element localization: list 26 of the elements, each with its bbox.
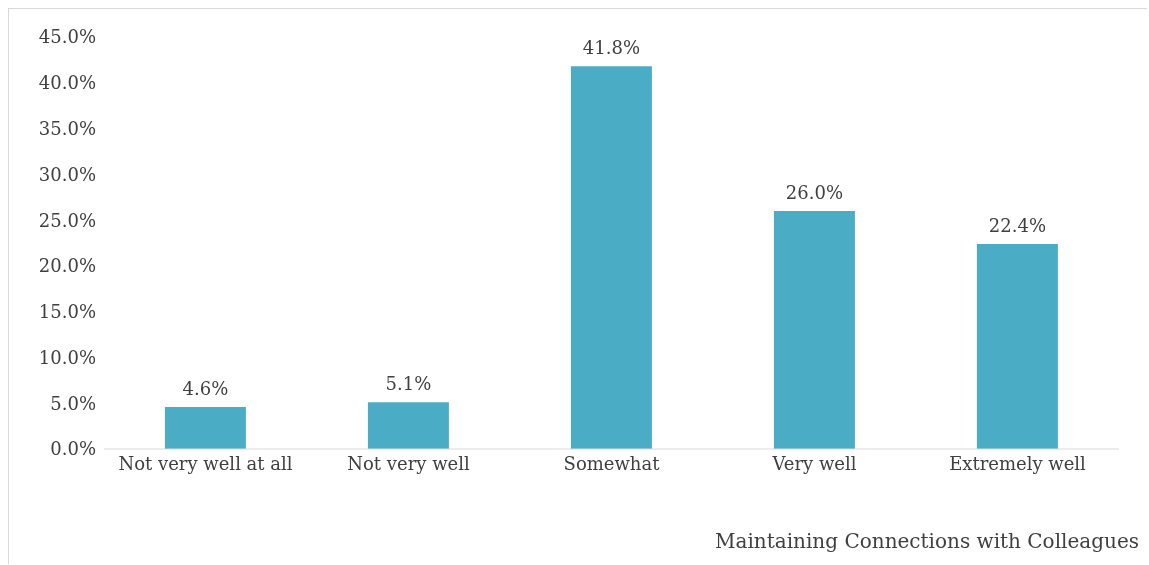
y-tick-label: 0.0% (50, 438, 96, 460)
y-tick-label: 30.0% (38, 163, 96, 185)
x-axis-title: Maintaining Connections with Colleagues (715, 529, 1139, 553)
y-tick-label: 40.0% (38, 72, 96, 94)
x-tick-label: Not very well at all (118, 452, 293, 474)
y-tick-label: 20.0% (38, 255, 96, 277)
x-tick-label: Not very well (347, 452, 470, 474)
data-label: 41.8% (582, 37, 640, 59)
y-tick-label: 25.0% (38, 209, 96, 231)
x-tick-label: Extremely well (949, 452, 1087, 474)
y-tick-label: 15.0% (38, 301, 96, 323)
y-tick-label: 5.0% (50, 392, 96, 414)
y-tick-label: 35.0% (38, 117, 96, 139)
y-tick-label: 10.0% (38, 346, 96, 368)
x-tick-label: Very well (771, 452, 857, 474)
data-label: 22.4% (988, 214, 1046, 236)
x-tick-label: Somewhat (563, 452, 661, 474)
data-label: 26.0% (785, 181, 843, 203)
bar (367, 402, 449, 449)
bar (773, 210, 855, 449)
data-label: 4.6% (182, 377, 229, 399)
bar (570, 66, 652, 449)
bar (164, 406, 246, 449)
bar (976, 243, 1058, 449)
y-tick-label: 45.0% (38, 26, 96, 48)
data-label: 5.1% (385, 373, 432, 395)
